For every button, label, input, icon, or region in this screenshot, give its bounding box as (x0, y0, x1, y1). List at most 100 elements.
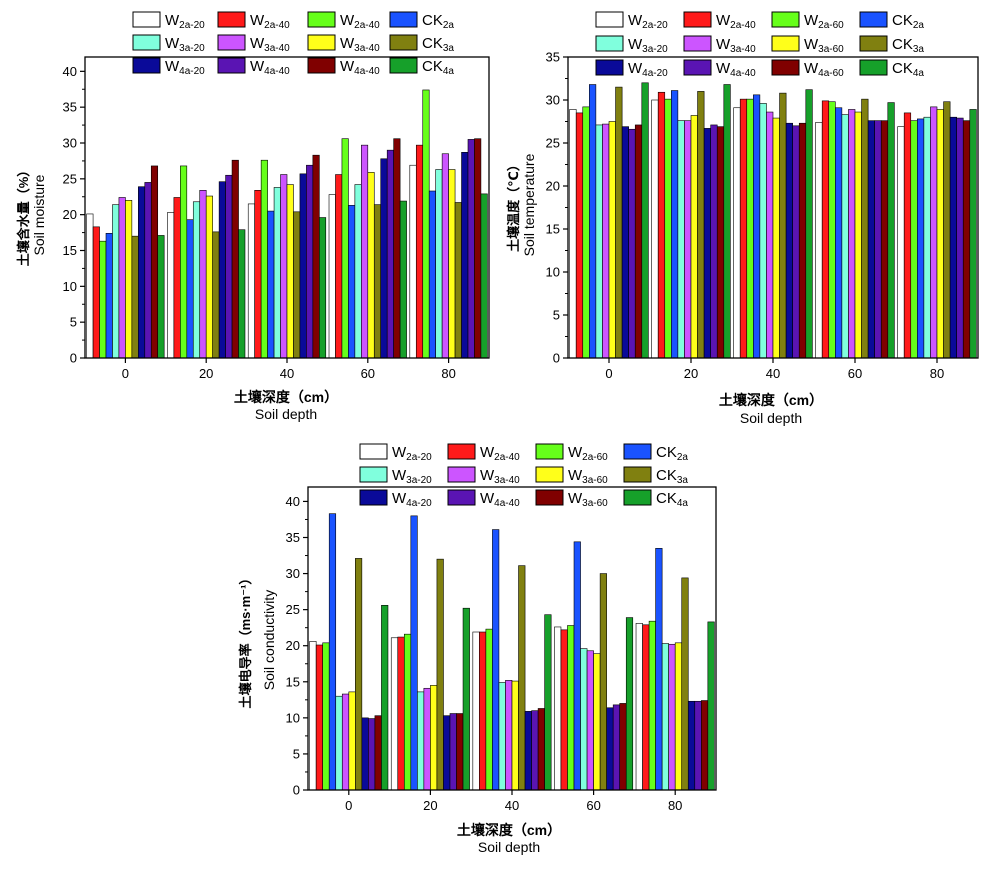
legend-swatch (535, 443, 564, 460)
bar-w3a-40-20 (684, 120, 692, 359)
y-tick-label: 10 (63, 279, 77, 294)
bar-w2a-60-80 (910, 120, 918, 359)
chart-temperature: W2a-20 W2a-40 W2a-60 CK2a W3a-20 W3a-40 W3a-60… (506, 11, 979, 426)
y-tick-label: 0 (553, 351, 560, 366)
y-tick-label: 5 (553, 308, 560, 323)
x-tick-label: 80 (668, 798, 682, 813)
legend-label: CK2a (656, 444, 688, 463)
legend-label: W4a-20 (628, 60, 668, 79)
bar-w2a-60-60 (341, 138, 349, 359)
legend-label: CK3a (422, 35, 454, 54)
legend-swatch (217, 57, 246, 74)
bar-w2a-60-20 (180, 165, 188, 359)
x-axis-label-cn: 土壤深度（cm） (234, 389, 338, 405)
bar-ck3a-40 (293, 211, 301, 359)
bar-w4a-20-60 (867, 120, 875, 359)
legend: W2a-20 W2a-40 W2a-60 CK2a W3a-20 W3a-40 W3a-60… (595, 11, 924, 79)
bar-ck3a-0 (131, 235, 139, 359)
legend-label: W3a-40 (340, 35, 380, 54)
plot-area-border (307, 486, 717, 791)
bar-w4a-20-20 (703, 128, 711, 359)
bar-w4a-40-0 (144, 182, 152, 359)
bar-w3a-60-60 (367, 172, 375, 359)
bar-w4a-60-20 (716, 126, 725, 359)
legend: W2a-20 W2a-40 W2a-40 CK2a W3a-20 W3a-40 W3a-40… (132, 11, 454, 77)
legend-label: CK3a (892, 36, 924, 55)
bar-w4a-60-40 (312, 154, 320, 359)
x-axis-label-en: Soil depth (740, 410, 802, 426)
legend-swatch (132, 34, 161, 51)
legend-swatch (859, 11, 888, 28)
bars (309, 513, 715, 791)
bar-w2a-60-80 (648, 620, 656, 791)
legend-swatch (623, 489, 652, 506)
legend: W2a-20 W2a-40 W2a-60 CK2a W3a-20 W3a-40 W3a-60… (359, 443, 688, 509)
bar-w4a-40-60 (874, 120, 882, 359)
legend-swatch (359, 489, 388, 506)
bar-ck2a-20 (671, 90, 679, 359)
legend-item-w4a-40: W4a-40 (683, 59, 756, 79)
legend-label: W3a-60 (568, 467, 608, 486)
legend-swatch (447, 443, 476, 460)
bar-w4a-20-60 (380, 158, 388, 359)
x-tick-label: 20 (684, 366, 698, 381)
bar-ck2a-40 (753, 94, 761, 359)
legend-label: W4a-20 (165, 58, 205, 77)
bar-w4a-60-80 (962, 120, 971, 359)
bar-w2a-40-80 (903, 112, 912, 359)
x-ticks: 0 20 40 60 80 (605, 358, 944, 381)
legend-item-w2a-40: W2a-40 (217, 11, 290, 31)
x-tick-label: 40 (280, 366, 294, 381)
legend-swatch (307, 11, 336, 28)
bar-w4a-60-40 (798, 122, 807, 359)
bar-w3a-20-0 (595, 124, 603, 359)
legend-item-w4a-40: W4a-40 (217, 57, 290, 77)
legend-item-w4a-60: W4a-40 (307, 57, 380, 77)
bar-w2a-20-0 (309, 641, 317, 791)
bar-w2a-60-20 (664, 98, 672, 359)
bar-w3a-40-60 (848, 109, 856, 359)
bar-ck3a-80 (681, 577, 689, 791)
bar-ck2a-20 (410, 515, 418, 791)
bar-w2a-60-60 (567, 625, 575, 791)
y-tick-label: 0 (293, 783, 300, 798)
bar-w2a-40-60 (560, 629, 568, 791)
bar-w4a-20-20 (218, 181, 226, 359)
bar-w2a-20-60 (815, 122, 823, 359)
bar-w3a-60-80 (674, 642, 683, 791)
bar-ck3a-80 (454, 202, 462, 359)
bar-w2a-20-80 (635, 623, 643, 791)
legend-item-w3a-60: W3a-60 (535, 466, 608, 486)
bar-w3a-40-40 (280, 174, 288, 359)
legend-item-w2a-60: W2a-60 (535, 443, 608, 463)
bar-w4a-40-80 (956, 117, 964, 359)
legend-swatch (683, 35, 712, 52)
legend-swatch (307, 34, 336, 51)
x-tick-label: 0 (605, 366, 612, 381)
bar-w4a-40-20 (225, 174, 233, 359)
bar-ck4a-0 (641, 82, 649, 359)
y-ticks: 0 5 10 15 20 25 30 35 40 (63, 64, 85, 366)
y-axis-label-cn: 土壤含水量（%） (16, 164, 31, 267)
legend-item-w4a-60: W4a-60 (771, 59, 844, 79)
legend-item-w4a-20: W4a-20 (595, 59, 668, 79)
legend-item-w2a-40: W2a-40 (447, 443, 520, 463)
bar-w3a-60-40 (286, 184, 294, 359)
legend-swatch (389, 57, 418, 74)
bar-w2a-40-20 (173, 197, 181, 359)
x-tick-label: 40 (766, 366, 780, 381)
bar-w4a-60-0 (150, 165, 159, 359)
legend-label: W4a-40 (480, 490, 520, 509)
bar-w3a-20-60 (841, 114, 849, 359)
bar-w2a-20-40 (733, 107, 741, 359)
bar-ck2a-60 (573, 541, 581, 791)
legend-swatch (771, 11, 800, 28)
bar-ck2a-40 (492, 529, 500, 791)
bar-w3a-60-20 (430, 685, 438, 791)
x-tick-label: 60 (586, 798, 600, 813)
legend-swatch (447, 466, 476, 483)
bar-ck3a-40 (779, 92, 787, 359)
legend-item-w2a-20: W2a-20 (359, 443, 432, 463)
legend-label: W2a-40 (480, 444, 520, 463)
bar-w4a-60-60 (880, 120, 889, 359)
